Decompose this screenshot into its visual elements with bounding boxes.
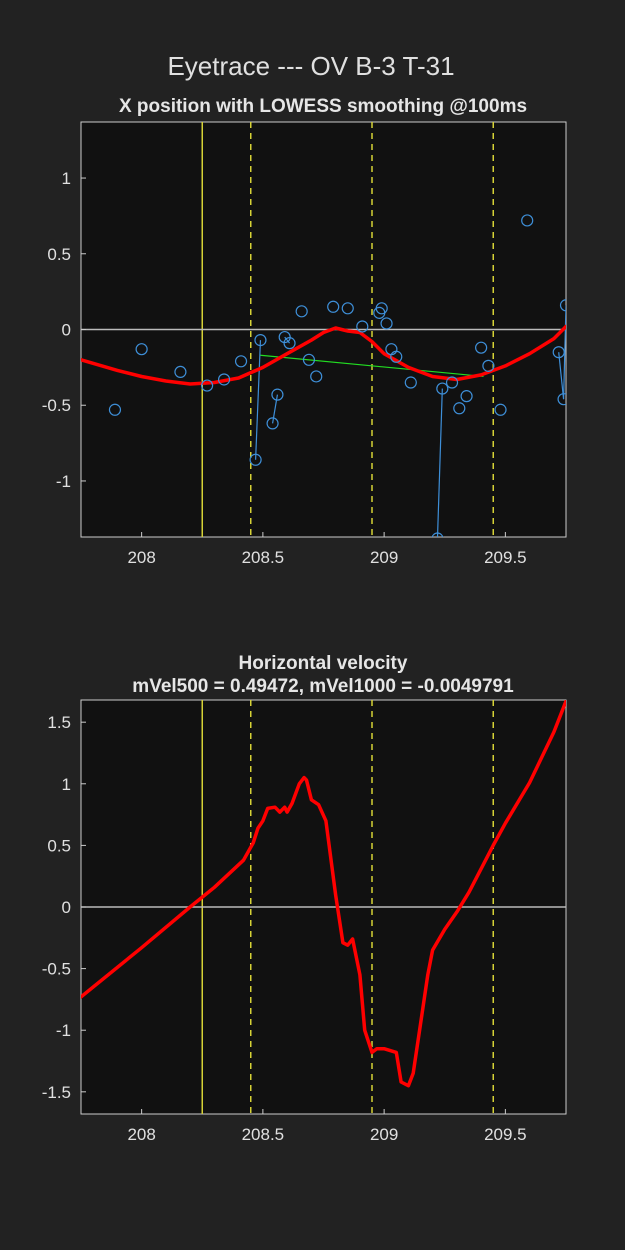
sample-point-35 [559, 299, 566, 312]
position-data [81, 214, 566, 537]
sample-point-26 [445, 376, 459, 389]
sample-connector-3 [436, 388, 443, 537]
velocity-ytick-label: 1.5 [47, 713, 71, 732]
sample-point-0 [108, 403, 122, 416]
position-xtick-label: 209.5 [484, 548, 527, 567]
sample-point-33 [552, 346, 565, 359]
sample-point-1 [135, 343, 148, 356]
sample-point-30 [482, 359, 495, 372]
velocity-xtick-label: 208.5 [242, 1125, 285, 1144]
sample-point-16 [341, 302, 354, 315]
velocity-clipped-marks [81, 700, 566, 1088]
sample-point-8 [266, 417, 279, 430]
position-ytick-label: -0.5 [42, 396, 71, 415]
sample-point-24 [431, 532, 444, 537]
velocity-ticks: 208 208.5 209 209.5 1.5 1 0.5 0 -0.5 -1 -1.5 [42, 713, 527, 1144]
velocity-ytick-label: -0.5 [42, 960, 71, 979]
position-ytick-label: 1 [62, 169, 71, 188]
position-xtick-label: 208 [127, 548, 155, 567]
sample-point-19 [375, 302, 388, 315]
velocity-ytick-label: -1.5 [42, 1083, 71, 1102]
sample-point-15 [327, 300, 340, 313]
sample-point-17 [356, 320, 369, 333]
sample-point-14 [310, 370, 323, 383]
sample-point-27 [453, 402, 466, 415]
sample-connector-0 [255, 340, 262, 460]
sample-point-23 [404, 376, 417, 389]
sample-point-25 [436, 382, 449, 395]
sample-point-4 [217, 373, 231, 386]
sample-point-22 [390, 350, 403, 363]
sample-point-13 [302, 353, 316, 366]
velocity-axes-title: Horizontal velocity [239, 653, 408, 674]
position-xtick-label: 208.5 [242, 548, 285, 567]
sample-point-7 [254, 334, 267, 347]
trend-line [260, 354, 484, 378]
velocity-axes: Horizontal velocity mVel500 = 0.49472, m… [42, 653, 567, 1144]
velocity-series-line-0 [81, 700, 566, 1088]
position-ytick-label: -1 [56, 472, 71, 491]
sample-point-34 [557, 393, 566, 406]
position-ticks: 208 208.5 209 209.5 1 0.5 0 -0.5 -1 [42, 169, 527, 567]
position-ytick-label: 0.5 [47, 245, 71, 264]
sample-point-31 [494, 403, 507, 416]
sample-point-3 [201, 379, 214, 392]
sample-point-20 [380, 317, 393, 330]
velocity-ytick-label: 0 [62, 898, 71, 917]
figure-title: Eyetrace --- OV B-3 T-31 [167, 51, 454, 81]
sample-point-32 [521, 214, 534, 227]
velocity-ytick-label: 1 [62, 775, 71, 794]
sample-point-9 [271, 388, 284, 401]
sample-connector-1 [271, 394, 279, 424]
sample-point-2 [174, 365, 187, 379]
position-ytick-label: 0 [62, 321, 71, 340]
velocity-xtick-label: 209 [370, 1125, 398, 1144]
velocity-ytick-label: 0.5 [47, 836, 71, 855]
velocity-xtick-label: 208 [127, 1125, 155, 1144]
sample-point-11 [283, 337, 296, 350]
sample-point-12 [295, 305, 308, 318]
sample-point-5 [234, 355, 248, 368]
sample-connector-4 [558, 352, 565, 400]
sample-point-28 [460, 390, 473, 403]
lowess-curve [81, 324, 566, 386]
sample-point-6 [249, 453, 262, 466]
velocity-ytick-label: -1 [56, 1021, 71, 1040]
velocity-axes-subtitle: mVel500 = 0.49472, mVel1000 = -0.0049791 [132, 676, 514, 697]
sample-point-29 [475, 341, 488, 354]
position-axes: X position with LOWESS smoothing @100ms … [42, 96, 567, 567]
position-xtick-label: 209 [370, 548, 398, 567]
sample-connector-2 [284, 336, 291, 344]
position-clipped-marks [81, 214, 566, 537]
velocity-xtick-label: 209.5 [484, 1125, 527, 1144]
velocity-data [81, 700, 566, 1088]
position-axes-title: X position with LOWESS smoothing @100ms [119, 96, 527, 117]
